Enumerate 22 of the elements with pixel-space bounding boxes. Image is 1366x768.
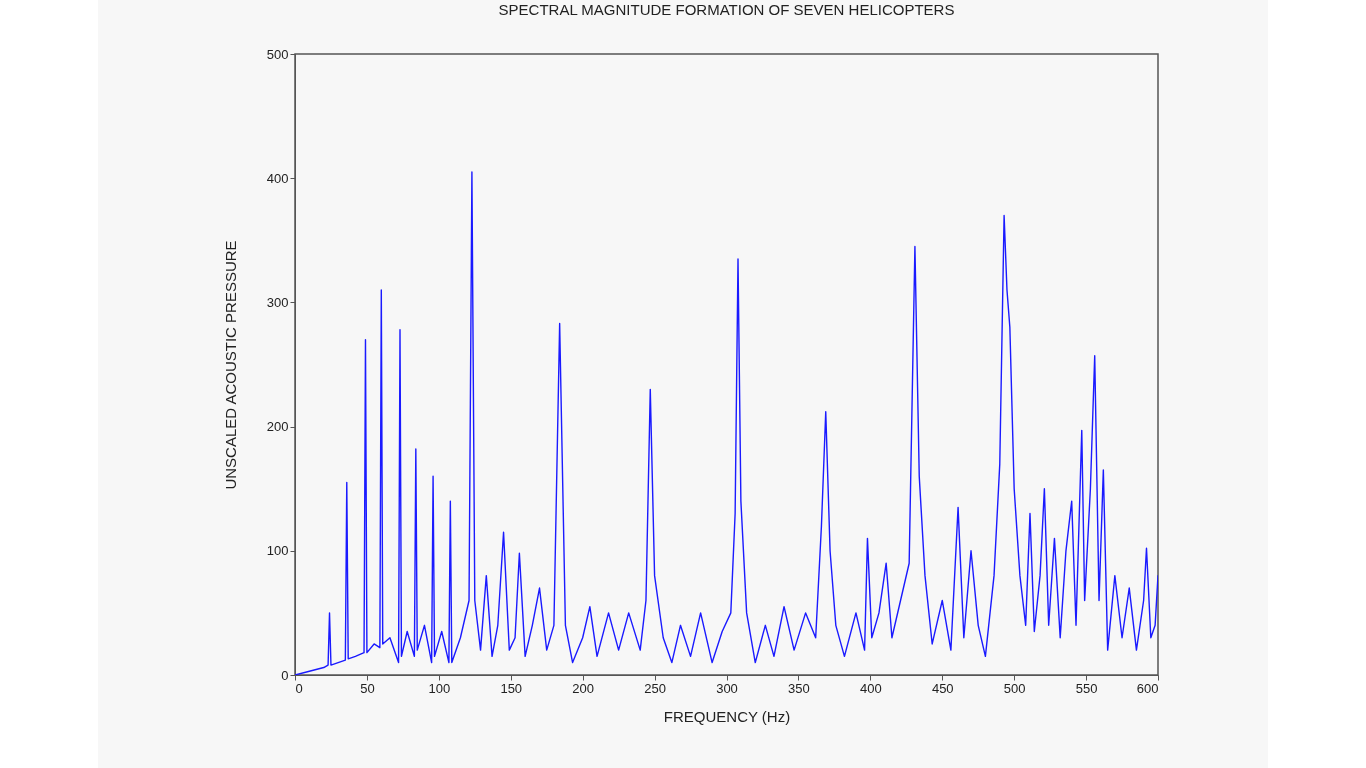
- y-axis-title: UNSCALED ACOUSTIC PRESSURE: [221, 240, 239, 490]
- y-tick-label: 0: [281, 667, 289, 683]
- x-tick-label: 50: [360, 680, 375, 696]
- chart-title: SPECTRAL MAGNITUDE FORMATION OF SEVEN HELICOPTERS: [498, 1, 955, 18]
- x-tick-label: 450: [931, 680, 954, 696]
- x-tick-label: 200: [572, 680, 595, 696]
- x-tick-label: 0: [295, 680, 303, 696]
- y-tick-label: 100: [266, 543, 289, 559]
- x-tick-label: 400: [859, 680, 882, 696]
- x-tick-label: 600: [1136, 680, 1159, 696]
- x-tick-label: 350: [788, 680, 810, 696]
- x-tick-label: 550: [1075, 680, 1098, 696]
- y-tick-label: 300: [266, 294, 289, 310]
- x-tick-label: 500: [1003, 680, 1026, 696]
- x-tick-label: 300: [716, 680, 738, 696]
- y-tick-label: 200: [266, 419, 289, 435]
- x-tick-label: 250: [644, 680, 666, 696]
- y-tick-label: 400: [266, 170, 289, 186]
- x-tick-label: 100: [428, 680, 451, 696]
- x-tick-label: 150: [500, 680, 523, 696]
- y-tick-label: 500: [266, 46, 289, 62]
- x-axis-title: FREQUENCY (Hz): [663, 707, 791, 725]
